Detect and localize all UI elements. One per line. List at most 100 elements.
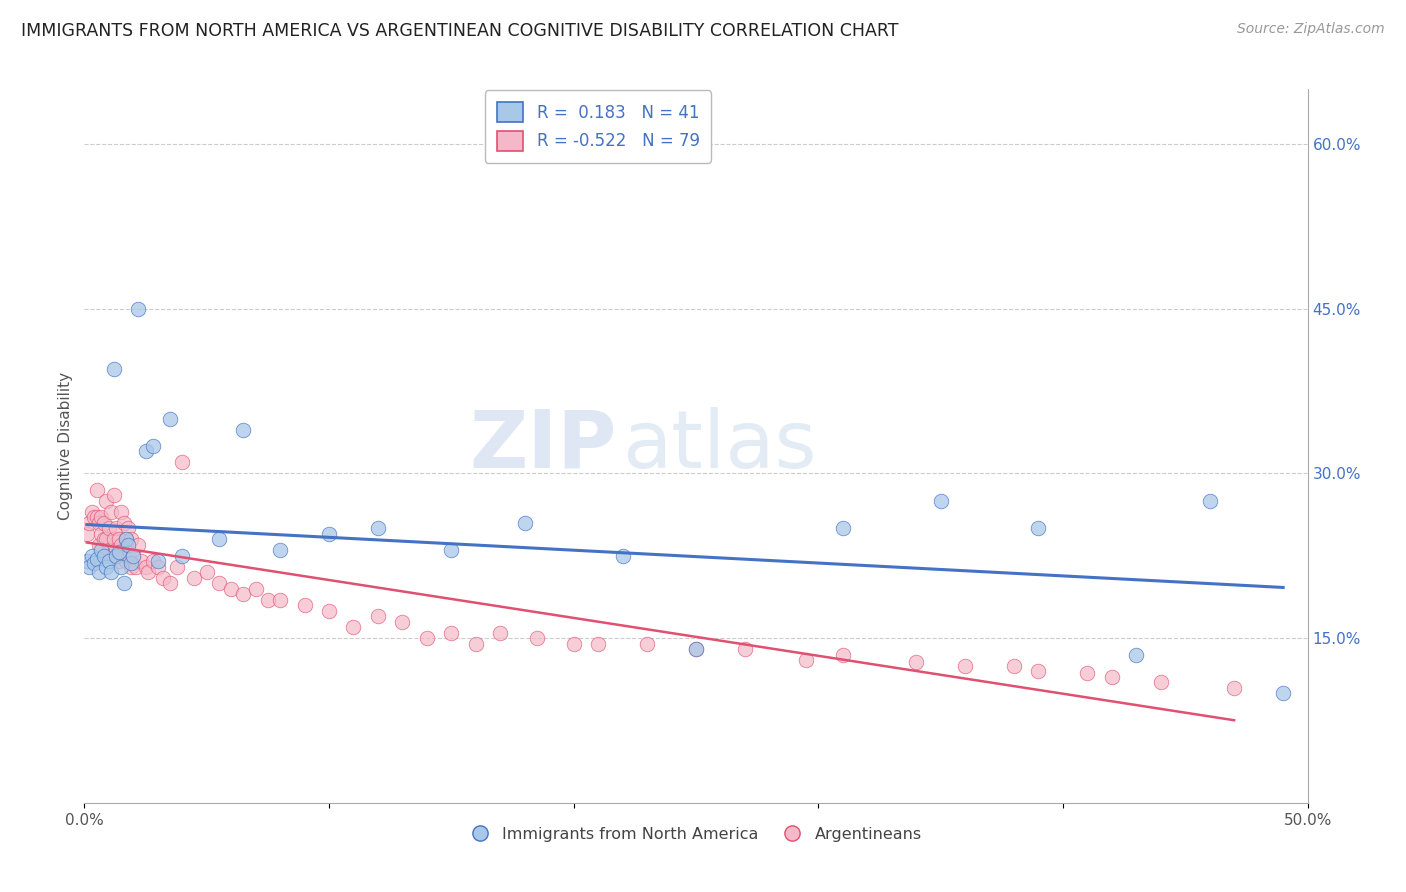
Point [1076,666,1098,681]
Point [120,557,142,571]
Point [1101,669,1123,683]
Point [464,637,486,651]
Point [90,510,112,524]
Point [93,549,115,563]
Point [127,301,149,316]
Point [110,505,132,519]
Point [1198,494,1220,508]
Point [612,549,634,563]
Point [107,533,129,547]
Point [100,549,122,563]
Point [152,571,174,585]
Point [953,658,976,673]
Point [115,554,138,568]
Point [87,538,110,552]
Point [1223,681,1246,695]
Point [117,549,139,563]
Point [586,637,609,651]
Point [367,609,389,624]
Point [125,559,148,574]
Point [232,423,254,437]
Point [183,571,205,585]
Point [90,543,112,558]
Point [208,576,231,591]
Point [105,543,128,558]
Text: Source: ZipAtlas.com: Source: ZipAtlas.com [1237,22,1385,37]
Point [87,516,110,530]
Point [122,549,145,563]
Point [90,526,112,541]
Point [831,521,853,535]
Point [83,510,105,524]
Point [115,533,138,547]
Point [219,582,242,596]
Point [159,576,181,591]
Point [367,521,389,535]
Point [318,604,340,618]
Point [269,592,291,607]
Point [96,559,118,574]
Point [562,637,585,651]
Point [110,538,132,552]
Point [831,648,853,662]
Point [76,554,98,568]
Point [342,620,364,634]
Point [76,526,98,541]
Point [122,549,145,563]
Point [86,510,108,524]
Point [97,543,120,558]
Point [294,598,316,612]
Point [1272,686,1295,700]
Point [685,642,707,657]
Point [1150,675,1173,690]
Point [77,516,100,530]
Point [172,549,194,563]
Point [100,505,122,519]
Point [117,538,139,552]
Point [232,587,254,601]
Point [120,533,142,547]
Point [107,545,129,559]
Point [86,483,108,497]
Point [80,505,103,519]
Point [929,494,952,508]
Point [1002,658,1025,673]
Point [391,615,413,629]
Point [96,494,118,508]
Text: IMMIGRANTS FROM NORTH AMERICA VS ARGENTINEAN COGNITIVE DISABILITY CORRELATION CH: IMMIGRANTS FROM NORTH AMERICA VS ARGENTI… [21,22,898,40]
Point [685,642,707,657]
Point [112,576,135,591]
Point [172,455,194,469]
Point [257,592,280,607]
Point [440,625,463,640]
Point [93,516,115,530]
Point [83,557,105,571]
Point [269,543,291,558]
Point [77,559,100,574]
Point [93,533,115,547]
Point [159,411,181,425]
Point [135,444,157,458]
Point [96,533,118,547]
Point [107,554,129,568]
Point [905,655,928,669]
Point [245,582,267,596]
Point [103,533,125,547]
Point [166,559,188,574]
Point [103,362,125,376]
Point [129,554,152,568]
Point [513,516,536,530]
Point [1125,648,1147,662]
Point [110,559,132,574]
Point [117,521,139,535]
Point [86,552,108,566]
Point [1028,521,1050,535]
Point [127,538,149,552]
Point [112,549,135,563]
Point [100,566,122,580]
Point [794,653,817,667]
Point [416,631,439,645]
Point [146,554,169,568]
Text: ZIP: ZIP [470,407,616,485]
Point [636,637,658,651]
